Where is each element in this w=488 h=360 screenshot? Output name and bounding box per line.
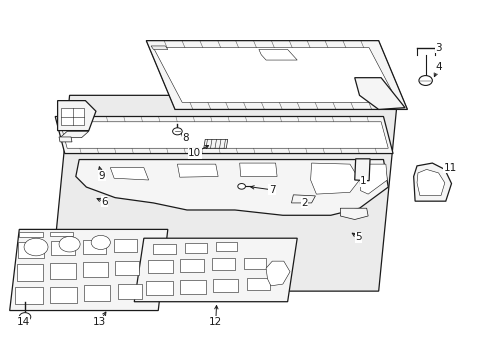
Bar: [180, 280, 206, 294]
Polygon shape: [239, 163, 277, 176]
Polygon shape: [413, 163, 450, 201]
Polygon shape: [177, 164, 218, 177]
Text: 3: 3: [434, 43, 441, 53]
Polygon shape: [203, 139, 227, 148]
Polygon shape: [291, 195, 315, 203]
Text: 13: 13: [93, 317, 106, 327]
Text: 14: 14: [17, 317, 30, 327]
Circle shape: [59, 237, 80, 252]
Bar: [61, 108, 84, 125]
Bar: [146, 280, 172, 294]
Polygon shape: [354, 78, 404, 109]
Polygon shape: [354, 159, 369, 181]
Text: 2: 2: [301, 198, 307, 208]
Bar: [18, 242, 43, 258]
Polygon shape: [310, 163, 359, 194]
Polygon shape: [265, 261, 289, 286]
Polygon shape: [76, 159, 387, 215]
Polygon shape: [59, 137, 72, 142]
Bar: [180, 259, 203, 272]
Bar: [246, 278, 269, 290]
Circle shape: [19, 312, 31, 321]
Bar: [114, 239, 137, 252]
Text: 9: 9: [98, 171, 105, 181]
Text: 11: 11: [443, 163, 456, 173]
Polygon shape: [10, 229, 167, 311]
Bar: [19, 232, 43, 237]
Polygon shape: [110, 168, 148, 180]
Circle shape: [418, 76, 431, 85]
Polygon shape: [359, 164, 386, 194]
Circle shape: [237, 184, 245, 189]
Text: 1: 1: [359, 176, 366, 186]
Text: 6: 6: [101, 197, 108, 207]
Polygon shape: [146, 41, 407, 109]
Bar: [83, 262, 108, 277]
Text: 4: 4: [434, 62, 441, 72]
Bar: [17, 264, 43, 280]
Text: 5: 5: [354, 232, 361, 242]
Bar: [147, 260, 172, 274]
Bar: [51, 241, 75, 256]
Bar: [213, 279, 238, 292]
Circle shape: [91, 235, 110, 249]
Bar: [16, 287, 43, 304]
Bar: [215, 242, 237, 251]
Polygon shape: [50, 95, 397, 291]
Polygon shape: [258, 49, 297, 60]
Circle shape: [172, 128, 182, 135]
Bar: [117, 284, 142, 299]
Bar: [50, 231, 73, 237]
Polygon shape: [58, 100, 96, 131]
Circle shape: [24, 238, 48, 256]
Text: 7: 7: [268, 185, 275, 195]
Bar: [211, 258, 234, 270]
Bar: [50, 263, 76, 279]
Polygon shape: [153, 48, 397, 102]
Text: 8: 8: [183, 133, 189, 143]
Polygon shape: [55, 117, 392, 154]
Polygon shape: [60, 122, 387, 148]
Bar: [153, 243, 176, 254]
Polygon shape: [151, 46, 167, 49]
Bar: [50, 287, 77, 303]
Polygon shape: [134, 238, 297, 302]
Polygon shape: [60, 131, 89, 138]
Bar: [243, 258, 265, 269]
Bar: [115, 261, 139, 275]
Bar: [184, 243, 206, 253]
Bar: [82, 240, 106, 254]
Polygon shape: [340, 208, 367, 220]
Bar: [84, 285, 110, 301]
Text: 10: 10: [188, 148, 201, 158]
Polygon shape: [416, 170, 444, 195]
Text: 12: 12: [209, 317, 222, 327]
